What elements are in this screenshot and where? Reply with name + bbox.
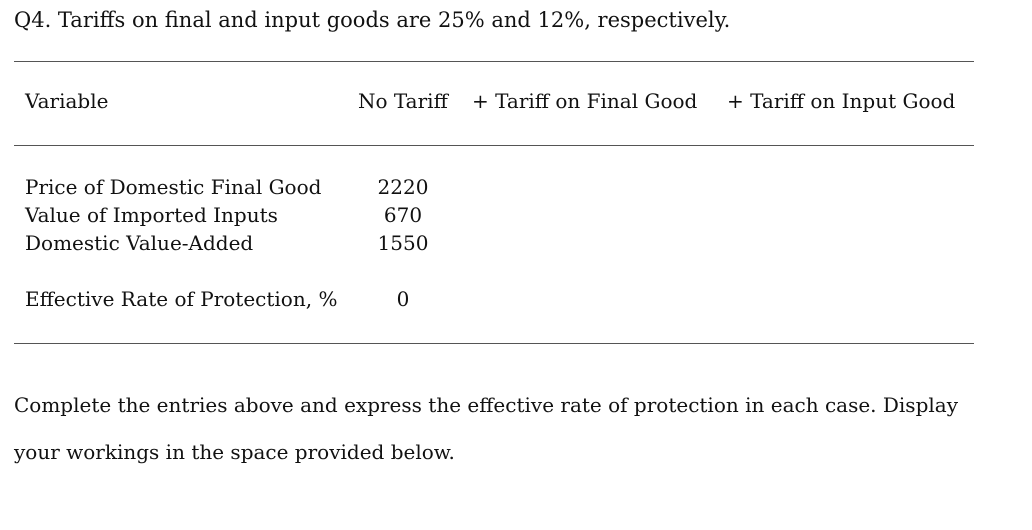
row-value-no-tariff: 1550	[377, 231, 429, 255]
table-top-rule	[14, 61, 974, 62]
row-value-no-tariff: 2220	[377, 175, 429, 199]
row-label: Domestic Value-Added	[25, 231, 254, 255]
row-value-no-tariff: 0	[396, 287, 410, 311]
header-tariff-final: + Tariff on Final Good	[472, 89, 698, 113]
row-label: Value of Imported Inputs	[25, 203, 278, 227]
header-no-tariff: No Tariff	[358, 89, 448, 113]
row-label: Effective Rate of Protection, %	[25, 287, 338, 311]
question-title: Q4. Tariffs on final and input goods are…	[14, 8, 731, 32]
table-header-rule	[14, 145, 974, 146]
row-label: Price of Domestic Final Good	[25, 175, 322, 199]
header-variable: Variable	[25, 89, 109, 113]
header-tariff-input: + Tariff on Input Good	[727, 89, 956, 113]
instructions-line-2: your workings in the space provided belo…	[14, 440, 455, 464]
instructions-line-1: Complete the entries above and express t…	[14, 393, 958, 417]
table-bottom-rule	[14, 343, 974, 344]
row-value-no-tariff: 670	[383, 203, 423, 227]
